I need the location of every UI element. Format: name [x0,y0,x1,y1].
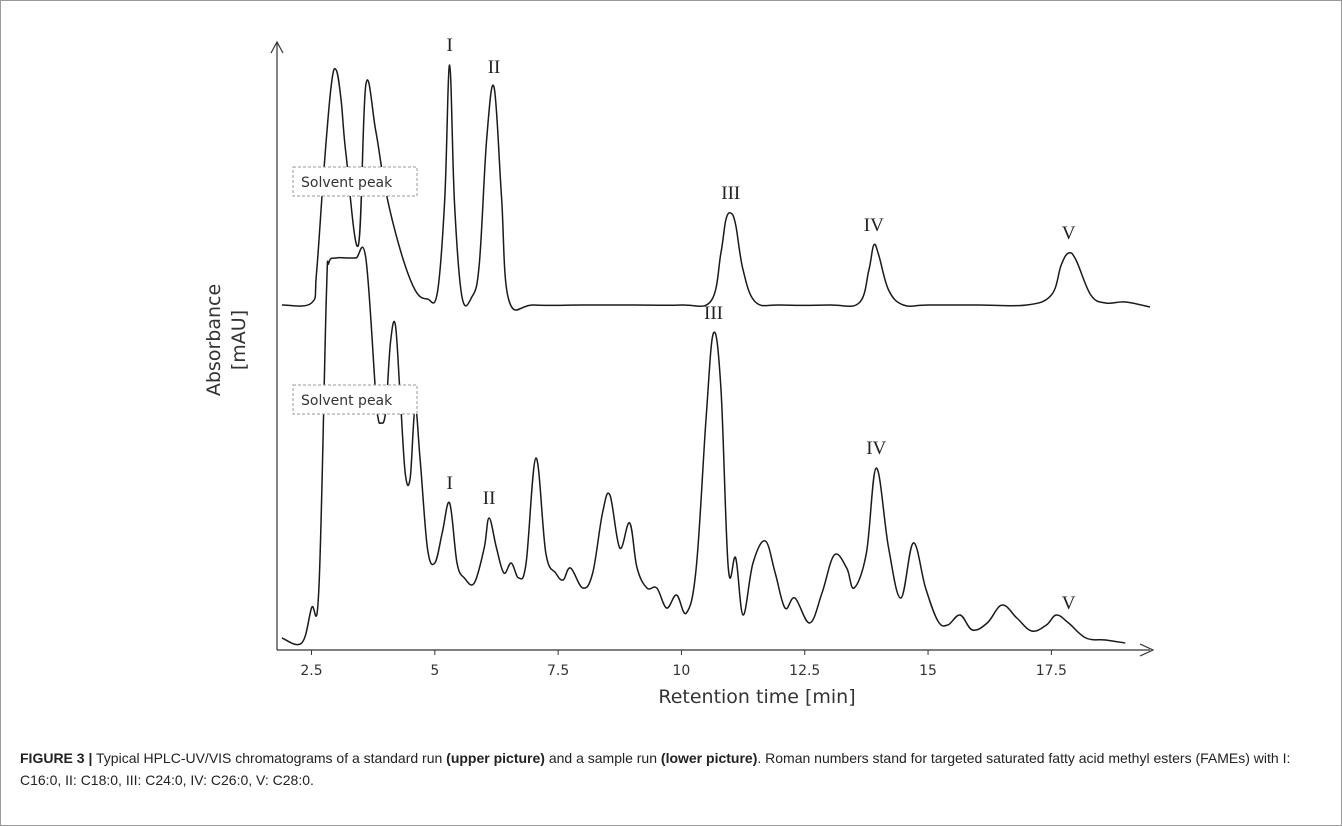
upper-peak-label: V [1062,223,1076,244]
x-tick-label: 7.5 [547,663,569,679]
traces [281,64,1151,646]
solvent-peak-box-lower [292,384,418,415]
y-axis-title: Absorbance [mAU] [203,284,250,396]
x-tick-label: 12.5 [789,663,820,679]
chromatogram-chart: 2.5 5 7.5 10 12.5 15 17.5 Retention time [min]… [203,35,1155,708]
solvent-peak-label-lower: Solvent peak [301,393,393,409]
x-axis-title: Retention time [min] [658,686,855,708]
lower-peak-label: II [483,488,496,509]
x-axis-arrow-icon [1139,643,1155,657]
caption-label: FIGURE 3 | [20,750,93,766]
chart-axes [270,40,1155,657]
lower-chromatogram-trace [281,246,1126,646]
x-tick-label: 5 [430,663,439,679]
figure-caption: FIGURE 3 | Typical HPLC-UV/VIS chromatog… [20,747,1320,791]
caption-text-3: . Roman numbers stand for targeted satur… [20,750,1291,788]
upper-peak-label: III [721,183,740,204]
upper-chromatogram-trace [281,64,1151,311]
upper-peak-label: IV [864,215,884,236]
lower-peak-label: I [446,473,452,494]
upper-peak-label: II [488,57,501,78]
x-tick-label: 10 [673,663,691,679]
caption-text-1: Typical HPLC-UV/VIS chromatograms of a s… [92,750,447,766]
x-tick-label: 17.5 [1036,663,1067,679]
y-axis-arrow-icon [270,40,284,54]
x-tick-label: 15 [919,663,937,679]
y-axis-title-line-1: Absorbance [203,284,225,396]
y-axis-title-line-2: [mAU] [228,310,250,370]
lower-peak-label: IV [866,438,886,459]
lower-peak-label: V [1062,593,1076,614]
caption-bold-2: (lower picture) [660,750,758,766]
x-tick-label: 2.5 [300,663,322,679]
caption-text-2: and a sample run [544,750,661,766]
x-ticks: 2.5 5 7.5 10 12.5 15 17.5 [300,650,1067,679]
lower-peak-label: III [704,303,723,324]
solvent-peak-label-upper: Solvent peak [301,175,393,191]
solvent-peak-box-upper [292,166,418,197]
solvent-peak-annotation-lower: Solvent peak [292,384,418,415]
upper-peak-label: I [446,35,452,56]
caption-bold-1: (upper picture) [446,750,545,766]
solvent-peak-annotation-upper: Solvent peak [292,166,418,197]
